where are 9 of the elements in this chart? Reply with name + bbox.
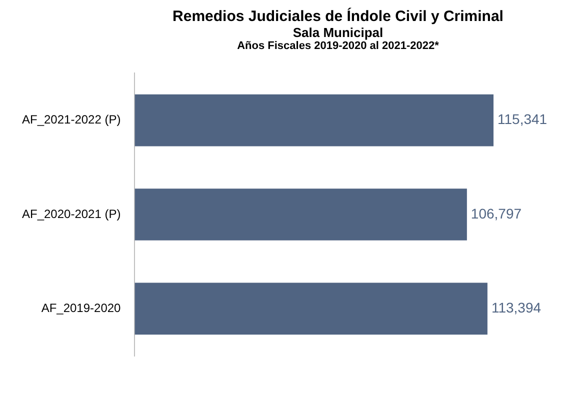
y-tick-label: AF_2021-2022 (P) <box>22 112 121 127</box>
chart-subtitle: Sala Municipal <box>292 25 384 40</box>
data-label: 115,341 <box>498 111 548 128</box>
text: Años Fiscales 2019-2020 al 2021-2022* <box>236 40 440 52</box>
y-tick-label: AF_2019-2020 <box>41 301 122 316</box>
chart-title: Remedios Judiciales de Índole Civil y Criminal <box>172 8 504 25</box>
y-tick-label: AF_2020-2021 (P) <box>22 206 121 221</box>
data-label: 113,394 <box>491 300 542 316</box>
data-label: 106,797 <box>470 205 522 222</box>
